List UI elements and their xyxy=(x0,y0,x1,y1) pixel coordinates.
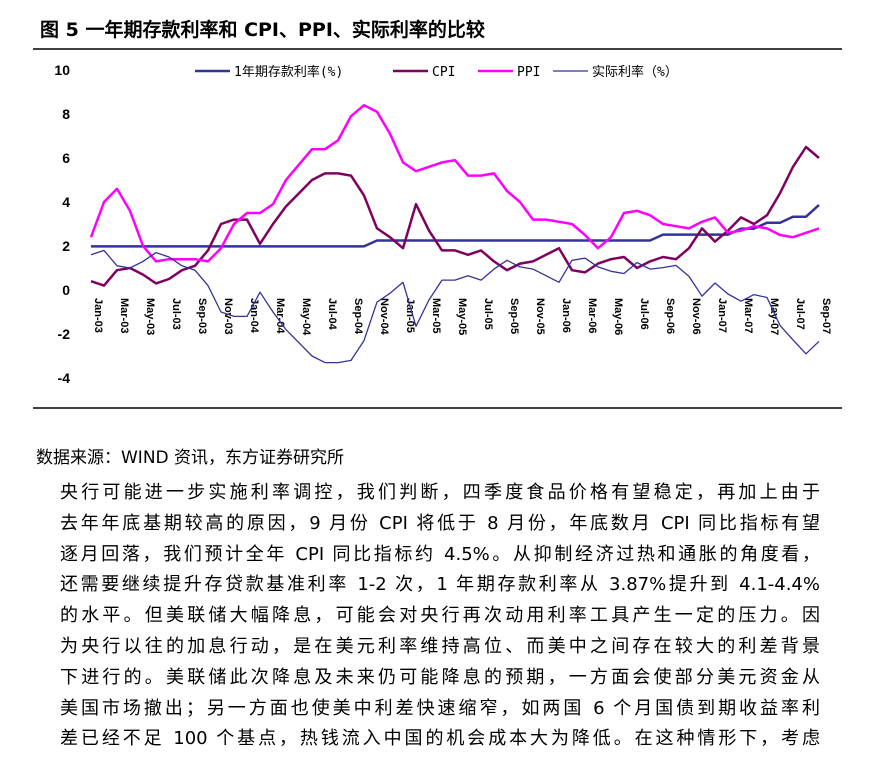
series-line xyxy=(90,145,820,287)
x-tick-label: Jul-07 xyxy=(794,298,806,330)
series-line xyxy=(90,249,820,364)
x-tick-label: Mar-03 xyxy=(118,298,130,333)
y-tick-label: -2 xyxy=(58,326,71,342)
x-tick-label: Jan-07 xyxy=(716,298,728,333)
x-tick-label: Jul-04 xyxy=(326,298,338,331)
legend-label: PPI xyxy=(517,65,540,80)
x-tick-label: May-06 xyxy=(612,298,624,335)
y-tick-label: 8 xyxy=(62,106,70,122)
x-tick-label: Jan-06 xyxy=(560,298,572,333)
paragraph-line: 还需要继续提升存贷款基准利率 1-2 次，1 年期存款利率从 3.87%提升到 … xyxy=(60,574,820,596)
x-tick-label: Mar-06 xyxy=(586,298,598,333)
x-tick-label: Mar-05 xyxy=(430,298,442,333)
y-tick-label: 6 xyxy=(62,150,70,166)
y-tick-label: -4 xyxy=(58,370,71,386)
paragraph-line: 差已经不足 100 个基点，热钱流入中国的机会成本大为降低。在这种情形下，考虑 xyxy=(60,728,820,750)
y-tick-label: 2 xyxy=(62,238,70,254)
x-tick-label: Sep-07 xyxy=(820,298,832,334)
legend-label: CPI xyxy=(432,65,455,80)
paragraph-line: 为央行以往的加息行动，是在美元利率维持高位、而美中之间存在较大的利差背景 xyxy=(60,636,820,657)
x-tick-label: Jan-03 xyxy=(92,298,104,333)
x-tick-label: Sep-04 xyxy=(352,298,364,335)
paragraph-line: 逐月回落，我们预计全年 CPI 同比指标约 4.5%。从抑制经济过热和通胀的角度… xyxy=(60,543,820,565)
x-tick-label: Nov-03 xyxy=(222,298,234,335)
paragraph-line: 下进行的。美联储此次降息及未来仍可能降息的预期，一方面会使部分美元资金从 xyxy=(60,666,820,688)
x-tick-label: Sep-03 xyxy=(196,298,208,334)
chart: 图 5 一年期存款利率和 CPI、PPI、实际利率的比较 -4 -2 0 2 4 6 8 10… xyxy=(33,18,842,409)
x-tick-label: Nov-04 xyxy=(378,298,390,336)
x-tick-label: Jul-05 xyxy=(482,298,494,330)
x-tick-label: May-04 xyxy=(300,298,312,336)
paragraph-line: 的水平。但美联储大幅降息，可能会对央行再次动用利率工具产生一定的压力。因 xyxy=(60,605,820,627)
x-tick-label: Nov-05 xyxy=(534,298,546,335)
series-line xyxy=(91,203,820,248)
legend-label: 实际利率（%） xyxy=(592,64,678,80)
paragraph-line: 央行可能进一步实施利率调控，我们判断，四季度食品价格有望稳定，再加上由于 xyxy=(60,482,820,503)
paragraph-line: 去年年底基期较高的原因，9 月份 CPI 将低于 8 月份，年底数月 CPI 同… xyxy=(60,512,820,534)
paragraph-line: 美国市场撤出；另一方面也使美中利差快速缩窄，如两国 6 个月国债到期收益率利 xyxy=(60,697,820,719)
x-tick-label: Jul-06 xyxy=(638,298,650,330)
chart-title: 图 5 一年期存款利率和 CPI、PPI、实际利率的比较 xyxy=(40,18,485,41)
y-tick-label: 0 xyxy=(62,282,70,298)
x-tick-label: May-03 xyxy=(144,298,156,335)
source-note: 数据来源：WIND 资讯，东方证券研究所 xyxy=(36,448,345,468)
y-tick-label: 10 xyxy=(54,62,70,78)
x-tick-label: Sep-05 xyxy=(508,298,520,334)
series-line xyxy=(89,103,820,263)
x-tick-label: Jul-03 xyxy=(170,298,182,330)
x-tick-label: Mar-07 xyxy=(742,298,754,333)
x-tick-label: May-05 xyxy=(456,298,468,335)
x-tick-label: Nov-06 xyxy=(690,298,702,335)
x-tick-label: Jan-04 xyxy=(248,298,260,334)
x-tick-label: Sep-06 xyxy=(664,298,676,334)
y-tick-label: 4 xyxy=(62,194,70,210)
x-tick-label: Jan-05 xyxy=(404,298,416,333)
legend-label: 1年期存款利率(%) xyxy=(234,64,343,80)
